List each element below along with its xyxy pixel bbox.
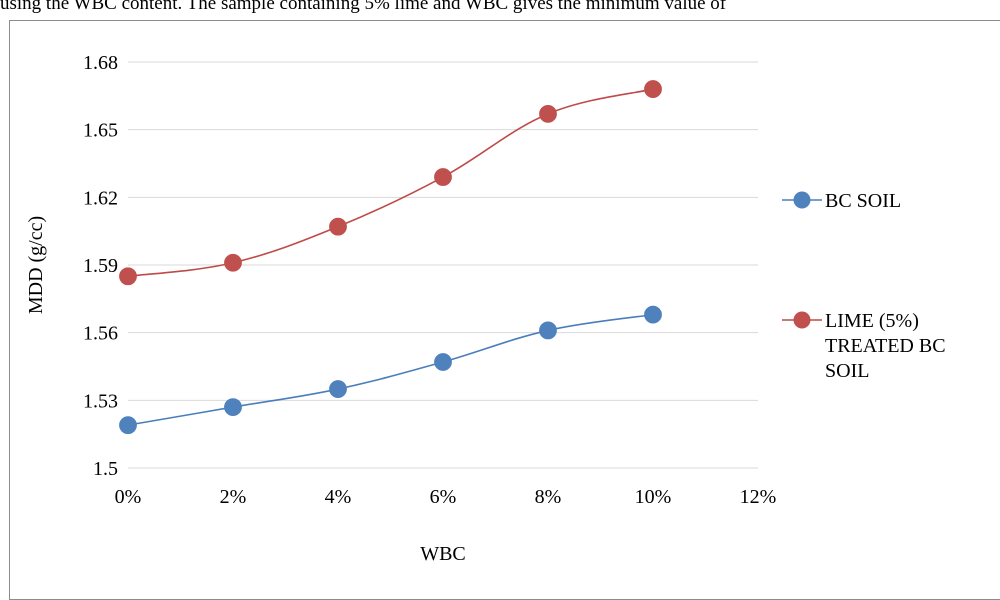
gridlines: [128, 61, 758, 401]
legend-label-2: TREATED BC: [825, 335, 946, 357]
x-tick-label: 0%: [115, 486, 142, 508]
y-tick-label: 1.56: [83, 323, 118, 345]
legend-marker-1: [793, 191, 811, 209]
x-tick-label: 2%: [220, 486, 247, 508]
legend-marker-2: [793, 311, 811, 329]
y-tick-labels: 1.5 1.53 1.56 1.59 1.62 1.65 1.68: [83, 52, 118, 480]
y-tick-label: 1.53: [83, 390, 118, 412]
series-1-point-1: [224, 398, 242, 417]
series-2-point-2: [329, 217, 347, 236]
legend: BC SOIL LIME (5%) TREATED BC SOIL: [782, 190, 946, 382]
series-1-point-0: [119, 416, 137, 435]
x-axis-title: WBC: [420, 543, 466, 565]
legend-label-1: BC SOIL: [825, 190, 901, 212]
series-line-2: [127, 88, 654, 278]
y-tick-label: 1.5: [93, 458, 118, 480]
series-2-point-5: [644, 80, 662, 98]
series-line-1: [127, 313, 654, 426]
x-tick-labels: 0% 2% 4% 6% 8% 10% 12%: [115, 486, 777, 508]
series-group: [119, 80, 662, 435]
series-1-point-3: [434, 353, 452, 371]
series-2-point-4: [539, 104, 557, 123]
y-tick-label: 1.65: [83, 120, 118, 142]
y-tick-label: 1.62: [83, 187, 118, 209]
series-1-point-5: [644, 305, 662, 324]
series-2-point-0: [119, 267, 137, 286]
x-tick-label: 10%: [635, 486, 672, 508]
series-1-point-4: [539, 321, 557, 340]
y-tick-label: 1.59: [83, 255, 118, 277]
mdd-line-chart: 1.5 1.53 1.56 1.59 1.62 1.65 1.68 0% 2% 4% 6% 8% 10…: [25, 52, 946, 565]
x-tick-label: 12%: [740, 486, 777, 508]
series-2-point-3: [434, 168, 452, 186]
legend-label-2: SOIL: [825, 360, 869, 382]
x-tick-label: 6%: [430, 486, 457, 508]
y-tick-label: 1.68: [83, 52, 118, 74]
series-2-point-1: [224, 253, 242, 272]
series-1-point-2: [329, 380, 347, 398]
x-tick-label: 8%: [535, 486, 562, 508]
page-header-text: using the WBC content. The sample contai…: [0, 0, 727, 14]
y-axis-title: MDD (g/cc): [25, 216, 47, 314]
legend-label-2: LIME (5%): [825, 310, 919, 332]
x-tick-label: 4%: [325, 486, 352, 508]
